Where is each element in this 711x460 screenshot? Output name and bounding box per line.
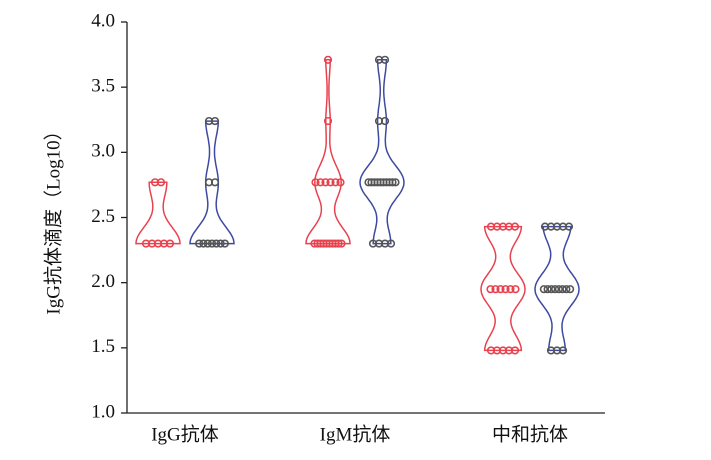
data-point <box>558 346 568 355</box>
data-point <box>195 239 204 248</box>
violin <box>534 225 580 352</box>
y-tick-label: 3.5 <box>91 76 115 97</box>
data-point <box>547 285 556 294</box>
data-point <box>316 178 325 187</box>
y-tick-label: 1.5 <box>91 336 115 357</box>
data-point <box>156 178 166 187</box>
data-point <box>207 239 217 248</box>
data-point <box>336 178 345 187</box>
data-point <box>199 239 208 248</box>
data-point <box>323 55 333 64</box>
data-point <box>311 178 320 187</box>
data-point <box>496 285 505 294</box>
data-point <box>380 116 390 126</box>
data-point <box>337 239 346 248</box>
data-point <box>566 285 575 294</box>
data-point <box>386 239 396 248</box>
data-point <box>539 285 548 294</box>
data-point <box>491 285 500 294</box>
data-point <box>511 285 520 294</box>
y-tick-label: 4.0 <box>91 10 115 31</box>
data-point <box>165 239 175 248</box>
x-tick-label: 中和抗体 <box>492 423 568 445</box>
violin <box>135 181 181 245</box>
data-point <box>380 55 390 64</box>
data-point <box>391 178 400 187</box>
data-point <box>210 178 220 187</box>
data-point <box>551 285 560 294</box>
violin <box>305 59 351 245</box>
data-point <box>326 178 335 187</box>
y-tick-label: 3.0 <box>91 141 115 162</box>
data-point <box>510 222 520 231</box>
y-axis-label: IgG抗体滴度（Log10） <box>42 121 64 314</box>
violin <box>359 59 405 245</box>
data-point <box>558 285 567 294</box>
data-point <box>388 178 397 187</box>
data-point <box>543 285 552 294</box>
data-point <box>210 116 220 126</box>
data-point <box>501 285 510 294</box>
data-point <box>334 239 343 248</box>
x-tick-label: IgM抗体 <box>320 423 391 445</box>
data-point <box>216 239 225 248</box>
y-tick-label: 1.0 <box>91 401 115 422</box>
data-point <box>321 178 330 187</box>
data-point <box>212 239 221 248</box>
data-point <box>564 222 574 231</box>
data-point <box>510 346 520 355</box>
data-point <box>486 285 495 294</box>
data-point <box>203 239 212 248</box>
x-tick-label: IgG抗体 <box>151 423 219 445</box>
data-point <box>562 285 571 294</box>
data-point <box>554 285 563 294</box>
data-point <box>506 285 515 294</box>
violin <box>480 225 526 352</box>
data-point <box>331 178 340 187</box>
data-point <box>323 116 333 126</box>
data-point <box>220 239 229 248</box>
y-tick-label: 2.5 <box>91 206 115 227</box>
y-tick-label: 2.0 <box>91 271 115 292</box>
